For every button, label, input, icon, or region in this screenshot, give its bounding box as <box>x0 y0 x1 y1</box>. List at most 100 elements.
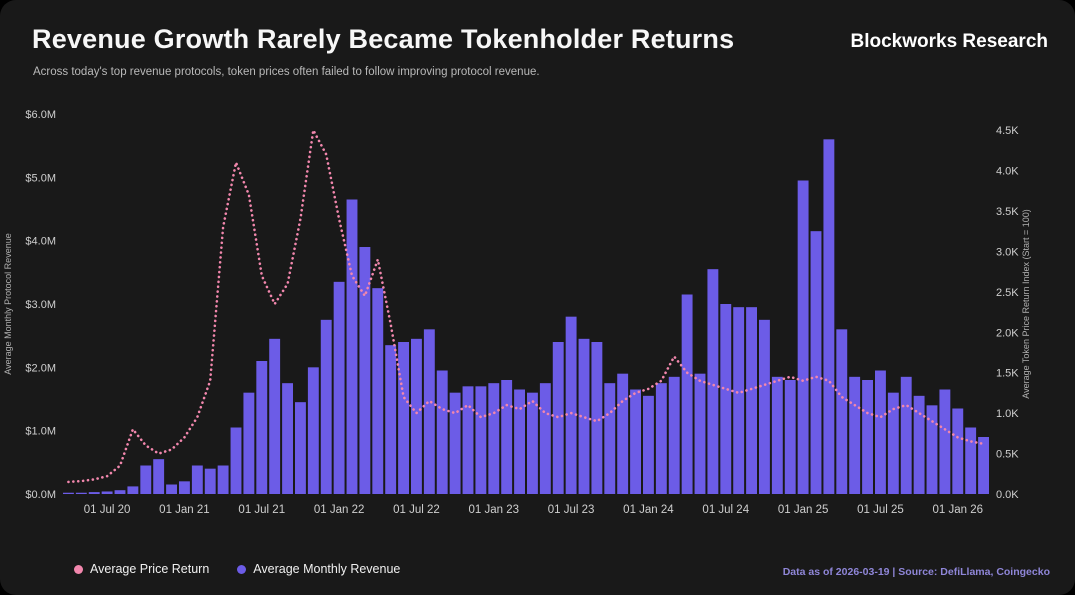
revenue-bar <box>411 338 422 494</box>
revenue-bar <box>630 389 641 494</box>
revenue-bar <box>204 468 216 494</box>
legend-label-price-return: Average Price Return <box>90 562 210 576</box>
x-axis-tick: 01 Jul 25 <box>857 504 904 516</box>
revenue-bar <box>282 383 293 494</box>
revenue-bar <box>191 465 203 494</box>
revenue-bar <box>578 338 590 494</box>
y-axis-tick-right: 4.0K <box>996 166 1019 178</box>
page-title: Revenue Growth Rarely Became Tokenholder… <box>32 24 735 54</box>
x-axis-tick: 01 Jan 21 <box>159 504 210 516</box>
revenue-bar <box>823 139 835 494</box>
revenue-bar <box>900 376 912 494</box>
x-axis-tick: 01 Jan 23 <box>469 504 520 516</box>
y-axis-tick-left: $0.0M <box>25 489 56 501</box>
y-axis-tick-right: 1.0K <box>996 408 1019 420</box>
revenue-bar <box>771 376 783 494</box>
y-axis-tick-left: $6.0M <box>25 109 56 121</box>
price-return-swatch-icon <box>74 564 83 574</box>
revenue-bar <box>436 370 448 494</box>
revenue-bar <box>423 329 435 494</box>
revenue-bar <box>655 383 667 494</box>
revenue-bar <box>230 427 242 494</box>
legend-item-monthly-revenue: Average Monthly Revenue <box>237 562 400 576</box>
revenue-bar <box>527 392 538 494</box>
revenue-bar <box>668 376 680 494</box>
revenue-bar <box>63 492 74 494</box>
price-return-line <box>67 126 985 484</box>
revenue-bar <box>449 392 461 494</box>
monthly-revenue-swatch-icon <box>237 564 247 574</box>
revenue-bar <box>720 304 732 494</box>
y-axis-tick-right: 1.5K <box>996 368 1019 380</box>
revenue-bar <box>501 380 513 494</box>
revenue-bar <box>114 490 126 494</box>
revenue-bar <box>140 465 152 494</box>
revenue-bar <box>88 492 100 494</box>
revenue-bar <box>179 481 190 494</box>
revenue-bar <box>694 373 706 494</box>
y-axis-title-left: Average Monthly Protocol Revenue <box>3 233 13 374</box>
y-axis-title-right: Average Token Price Return Index (Start … <box>1021 209 1031 399</box>
revenue-bar <box>887 392 899 494</box>
revenue-bar <box>359 247 371 494</box>
revenue-bar <box>913 395 925 494</box>
revenue-bar <box>733 307 745 494</box>
revenue-bar <box>862 380 873 494</box>
revenue-bar <box>475 386 487 494</box>
y-axis-tick-right: 3.5K <box>996 206 1019 218</box>
revenue-bar <box>707 269 719 494</box>
revenue-bar <box>926 405 938 494</box>
y-axis-tick-left: $2.0M <box>25 362 56 374</box>
legend-label-monthly-revenue: Average Monthly Revenue <box>253 562 401 576</box>
revenue-bar <box>591 342 603 494</box>
x-axis-tick: 01 Jul 21 <box>238 504 285 516</box>
revenue-bar <box>398 342 409 494</box>
x-axis-tick: 01 Jan 25 <box>778 504 829 516</box>
revenue-bar <box>372 288 384 494</box>
revenue-bar <box>875 370 886 494</box>
legend-item-price-return: Average Price Return <box>74 562 209 576</box>
page-subtitle: Across today's top revenue protocols, to… <box>33 66 540 78</box>
revenue-bar <box>849 376 861 494</box>
y-axis-tick-right: 3.0K <box>996 246 1019 258</box>
y-axis-tick-right: 0.5K <box>996 449 1019 461</box>
x-axis-tick: 01 Jul 24 <box>702 504 749 516</box>
blockworks-research-logo: Blockworks Research <box>850 31 1049 52</box>
x-axis-tick: 01 Jan 22 <box>314 504 365 516</box>
revenue-bar <box>488 383 500 494</box>
revenue-bar <box>514 389 525 494</box>
revenue-bar <box>462 386 474 494</box>
x-axis-tick: 01 Jan 24 <box>623 504 674 516</box>
revenue-bar <box>643 395 654 494</box>
revenue-bar <box>243 392 255 494</box>
revenue-bar <box>939 389 951 494</box>
y-axis-tick-right: 4.5K <box>996 125 1019 137</box>
revenue-bar <box>784 380 796 494</box>
revenue-bar <box>836 329 848 494</box>
x-axis-tick: 01 Jul 22 <box>393 504 440 516</box>
revenue-bar <box>746 307 757 494</box>
revenue-bar <box>256 361 268 494</box>
revenue-bar <box>333 281 345 494</box>
revenue-bar <box>617 373 629 494</box>
y-axis-tick-left: $4.0M <box>25 236 56 248</box>
revenue-bar <box>307 367 319 494</box>
revenue-bar <box>217 465 229 494</box>
y-axis-tick-right: 0.0K <box>996 489 1019 501</box>
revenue-bar <box>75 492 87 494</box>
revenue-bar <box>681 294 693 494</box>
revenue-bar <box>101 491 113 494</box>
chart-legend: Average Price Return Average Monthly Rev… <box>74 562 400 576</box>
revenue-bar <box>978 437 989 494</box>
revenue-bar <box>565 316 577 494</box>
x-axis-tick: 01 Jan 26 <box>933 504 984 516</box>
revenue-bar <box>759 319 770 494</box>
revenue-bar <box>127 486 139 494</box>
y-axis-tick-left: $3.0M <box>25 299 56 311</box>
revenue-bar <box>166 484 177 494</box>
y-axis-tick-left: $1.0M <box>25 426 56 438</box>
revenue-bar <box>385 345 397 494</box>
y-axis-tick-right: 2.0K <box>996 327 1019 339</box>
revenue-bar <box>552 342 564 494</box>
